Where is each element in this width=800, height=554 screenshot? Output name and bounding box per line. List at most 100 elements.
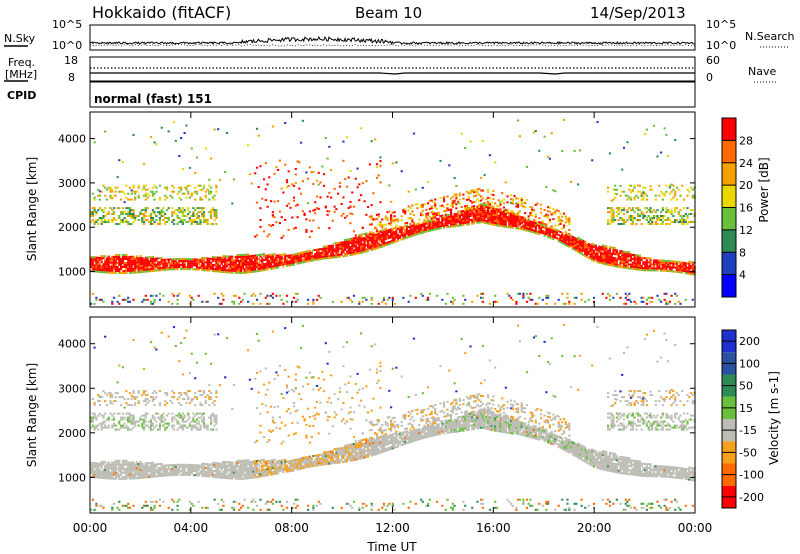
power-cell: [515, 219, 518, 222]
power-cell: [587, 252, 590, 255]
velocity-cell: [160, 416, 163, 419]
power-cell: [428, 223, 431, 226]
power-cell: [257, 266, 260, 268]
velocity-cell: [172, 500, 176, 503]
power-cell: [548, 218, 551, 221]
power-cell: [114, 271, 117, 274]
velocity-cell: [90, 465, 93, 468]
power-cell: [118, 223, 121, 225]
velocity-cell: [132, 420, 135, 423]
power-cell: [467, 215, 470, 218]
power-cell: [642, 261, 645, 264]
power-cell: [474, 218, 477, 221]
power-cell: [284, 259, 287, 262]
power-cell: [502, 213, 506, 216]
power-cell: [368, 243, 371, 246]
power-cell: [640, 211, 643, 214]
power-cell: [382, 240, 386, 243]
power-cell: [259, 225, 262, 228]
power-cell: [90, 264, 93, 266]
power-cell: [194, 219, 197, 221]
velocity-cell: [135, 396, 139, 399]
power-cell: [518, 135, 521, 138]
power-cell: [508, 226, 511, 229]
velocity-cell: [97, 476, 100, 479]
power-cell: [338, 247, 341, 250]
power-cell: [317, 256, 320, 259]
power-cell: [354, 234, 357, 237]
power-cell: [656, 209, 659, 212]
power-cell: [132, 215, 135, 217]
power-cell: [262, 267, 266, 270]
velocity-cell: [97, 394, 100, 397]
velocity-cell: [121, 467, 124, 470]
power-cell: [667, 219, 670, 221]
velocity-cell: [90, 467, 93, 470]
velocity-cell: [134, 465, 137, 468]
power-cell: [506, 220, 509, 223]
power-cell: [428, 227, 431, 230]
power-cell: [155, 265, 158, 268]
power-cell: [660, 190, 663, 193]
power-cell: [95, 270, 98, 273]
power-cell: [562, 234, 566, 237]
velocity-cell: [142, 392, 146, 395]
power-cell: [483, 213, 486, 216]
power-cell: [547, 210, 550, 213]
power-cell: [561, 292, 564, 295]
power-cell: [368, 247, 371, 250]
power-cell: [160, 259, 163, 262]
power-cell: [548, 236, 551, 239]
power-cell: [425, 216, 428, 219]
velocity-cell: [95, 466, 98, 469]
power-cell: [510, 218, 513, 221]
power-cell: [467, 208, 470, 211]
power-cell: [211, 207, 214, 210]
power-cell: [430, 205, 433, 208]
velocity-cell: [91, 470, 94, 472]
power-cell: [240, 272, 243, 274]
power-cell: [114, 267, 117, 270]
velocity-cell: [125, 463, 128, 466]
power-cell: [132, 269, 135, 272]
velocity-cell: [128, 467, 131, 470]
power-cell: [303, 259, 306, 261]
power-cell: [250, 265, 253, 267]
power-cell: [471, 207, 474, 210]
beam-title: Beam 10: [355, 4, 422, 22]
power-cell: [144, 192, 147, 195]
noise-right-tick-top: 10^5: [706, 18, 736, 31]
power-cell: [517, 205, 520, 208]
power-cell: [112, 219, 116, 221]
power-cell: [450, 219, 453, 222]
power-cell: [637, 268, 640, 271]
power-cell: [571, 239, 574, 242]
power-cell: [577, 246, 580, 249]
power-cell: [665, 300, 668, 303]
power-cell: [420, 214, 423, 217]
velocity-cell: [97, 462, 100, 465]
power-cell: [400, 238, 403, 241]
velocity-cell: [187, 465, 190, 468]
velocity-cell: [141, 476, 144, 479]
power-cell: [626, 267, 629, 270]
power-cell: [192, 221, 195, 223]
power-cell: [236, 271, 239, 274]
velocity-cell: [202, 412, 206, 415]
power-cell: [515, 300, 518, 303]
power-cell: [107, 219, 110, 221]
power-cell: [365, 236, 368, 239]
power-cell: [483, 207, 486, 210]
power-cell: [148, 256, 151, 259]
power-cell: [352, 294, 356, 297]
power-cell: [441, 214, 444, 217]
power-cell: [144, 294, 147, 297]
power-cell: [522, 226, 525, 229]
power-cell: [114, 263, 117, 266]
velocity-cell: [153, 506, 156, 509]
noise-right-label: N.Search: [745, 30, 795, 43]
power-cell: [490, 217, 493, 220]
power-cell: [289, 262, 292, 265]
power-cell: [100, 219, 103, 221]
power-cell: [241, 268, 244, 270]
